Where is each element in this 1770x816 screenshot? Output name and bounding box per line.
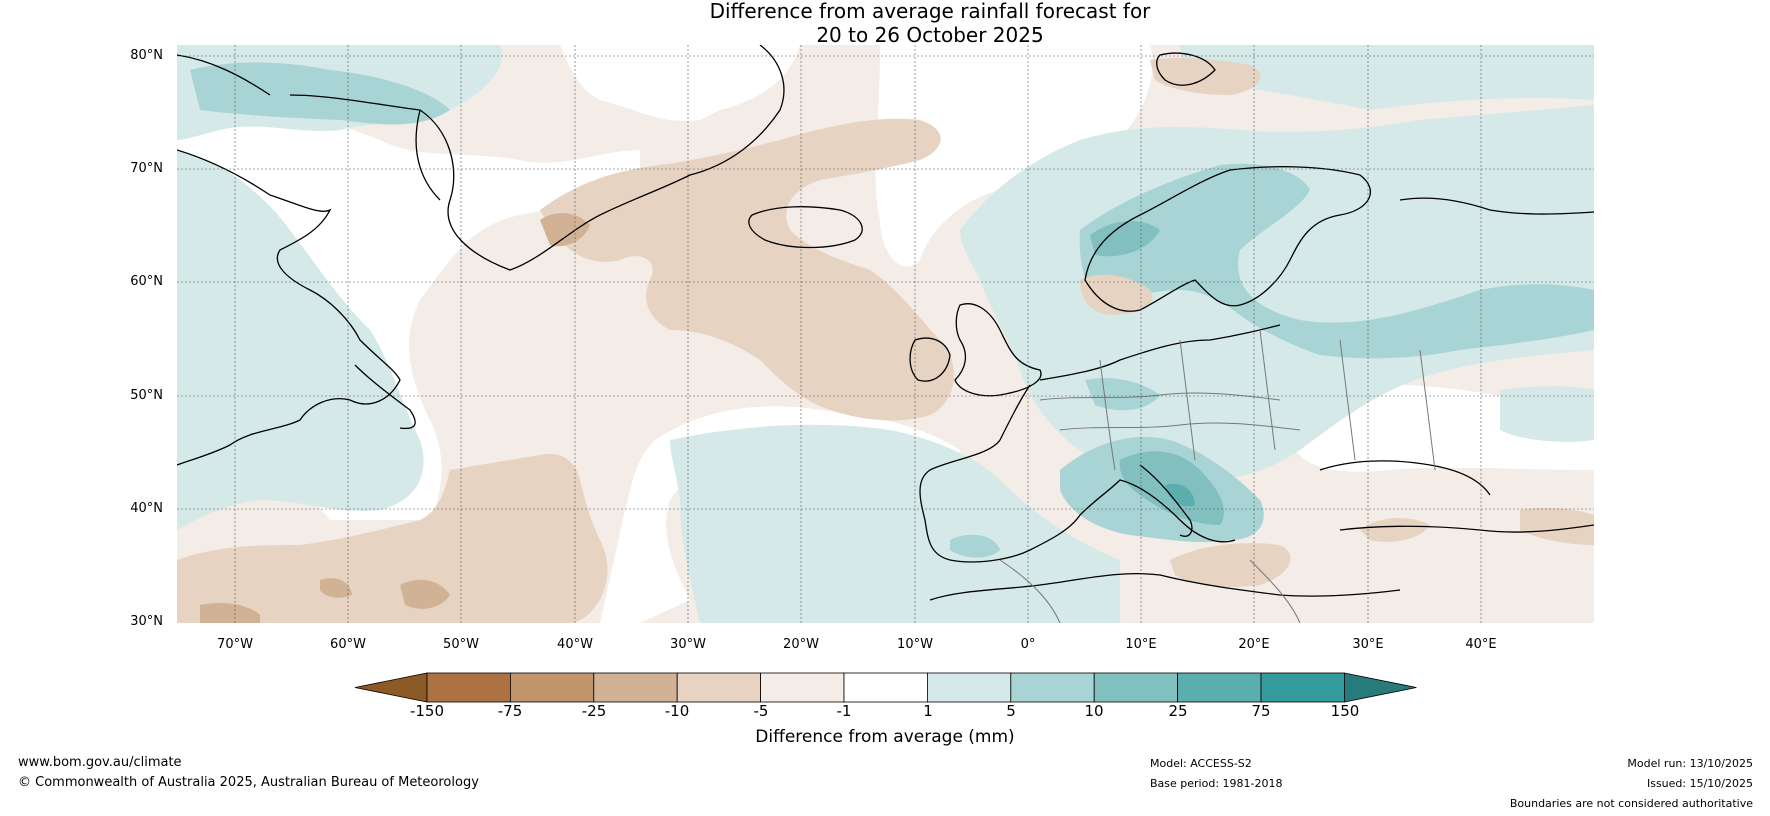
lon-label: 40°W [557, 637, 593, 652]
anomaly-dry-region [1170, 543, 1291, 587]
anomaly-dry-region [1520, 507, 1594, 545]
anomaly-wet-region [1090, 220, 1160, 257]
colorbar-label: Difference from average (mm) [755, 727, 1015, 747]
colorbar-bin [1260, 672, 1345, 703]
lat-label: 70°N [130, 161, 163, 176]
issued-text: Issued: 15/10/2025 [1646, 777, 1753, 790]
copyright-text: © Commonwealth of Australia 2025, Austra… [18, 775, 479, 790]
lon-label: 20°W [783, 637, 819, 652]
lat-label: 60°N [130, 274, 163, 289]
lon-label: 10°W [897, 637, 933, 652]
anomaly-dry-region [540, 213, 590, 247]
lat-label: 40°N [130, 501, 163, 516]
rainfall-anomaly-field [177, 45, 1594, 623]
colorbar-tick: 1 [923, 702, 933, 720]
colorbar [354, 672, 1417, 703]
anomaly-dry-region [1360, 518, 1430, 542]
model-run-text: Model run: 13/10/2025 [1627, 757, 1753, 770]
anomaly-dry-region [400, 579, 450, 609]
anomaly-dry-region [1080, 274, 1153, 315]
colorbar-bin [426, 672, 511, 703]
lon-label: 0° [1020, 637, 1036, 652]
colorbar-tick: 5 [1006, 702, 1016, 720]
lon-label: 20°E [1238, 637, 1270, 652]
lon-label: 30°W [670, 637, 706, 652]
graticule [177, 45, 1594, 623]
colorbar-tick: 25 [1168, 702, 1188, 720]
lat-label: 30°N [130, 614, 163, 629]
anomaly-wet-region [1500, 386, 1594, 442]
lon-label: 70°W [217, 637, 253, 652]
model-text: Model: ACCESS-S2 [1150, 757, 1252, 770]
colorbar-bin [1010, 672, 1095, 703]
title-line-2: 20 to 26 October 2025 [816, 23, 1044, 47]
colorbar-tick: -150 [409, 702, 445, 720]
colorbar-tick: -5 [753, 702, 769, 720]
anomaly-dry-region [320, 578, 352, 598]
base-period-text: Base period: 1981-2018 [1150, 777, 1283, 790]
colorbar-tick: -75 [497, 702, 523, 720]
colorbar-bin [1177, 672, 1262, 703]
colorbar-bin [676, 672, 762, 703]
lon-label: 40°E [1465, 637, 1497, 652]
colorbar-tick: -25 [581, 702, 607, 720]
anomaly-wet-region [1180, 45, 1594, 110]
anomaly-white-region [560, 45, 800, 121]
coastlines [177, 45, 1594, 601]
colorbar-extend-high [1344, 672, 1417, 703]
anomaly-dry-region [177, 453, 608, 623]
colorbar-bin [1093, 672, 1178, 703]
anomaly-dry-region [200, 603, 260, 623]
country-borders [999, 329, 1436, 623]
colorbar-tick: 150 [1330, 702, 1360, 720]
colorbar-tick: 10 [1084, 702, 1104, 720]
lat-label: 50°N [130, 388, 163, 403]
title-line-1: Difference from average rainfall forecas… [709, 0, 1151, 23]
anomaly-wet-region [950, 534, 1000, 558]
colorbar-bin [927, 672, 1012, 703]
colorbar-tick: -1 [836, 702, 852, 720]
anomaly-dry-region [1150, 57, 1261, 95]
anomaly-dry-region [540, 118, 954, 421]
disclaimer-text: Boundaries are not considered authoritat… [1509, 797, 1753, 810]
lat-label: 80°N [130, 48, 163, 63]
website-text: www.bom.gov.au/climate [18, 755, 182, 770]
colorbar-bin [760, 672, 845, 703]
lon-label: 30°E [1352, 637, 1384, 652]
colorbar-tick: 75 [1251, 702, 1271, 720]
colorbar-bin [843, 672, 928, 703]
colorbar-bin [509, 672, 595, 703]
anomaly-wet-region [1079, 163, 1594, 359]
anomaly-wet-region [190, 62, 450, 125]
anomaly-wet-region [670, 424, 1120, 623]
anomaly-white-region [875, 45, 1153, 267]
lon-label: 50°W [443, 637, 479, 652]
lon-label: 10°E [1125, 637, 1157, 652]
lon-label: 60°W [330, 637, 366, 652]
map-title: Difference from average rainfall forecas… [630, 0, 1230, 47]
colorbar-extend-low [354, 672, 428, 703]
colorbar-tick: -10 [664, 702, 690, 720]
anomaly-wet-region [177, 150, 424, 530]
colorbar-bin [593, 672, 678, 703]
anomaly-wet-region [1165, 483, 1195, 507]
